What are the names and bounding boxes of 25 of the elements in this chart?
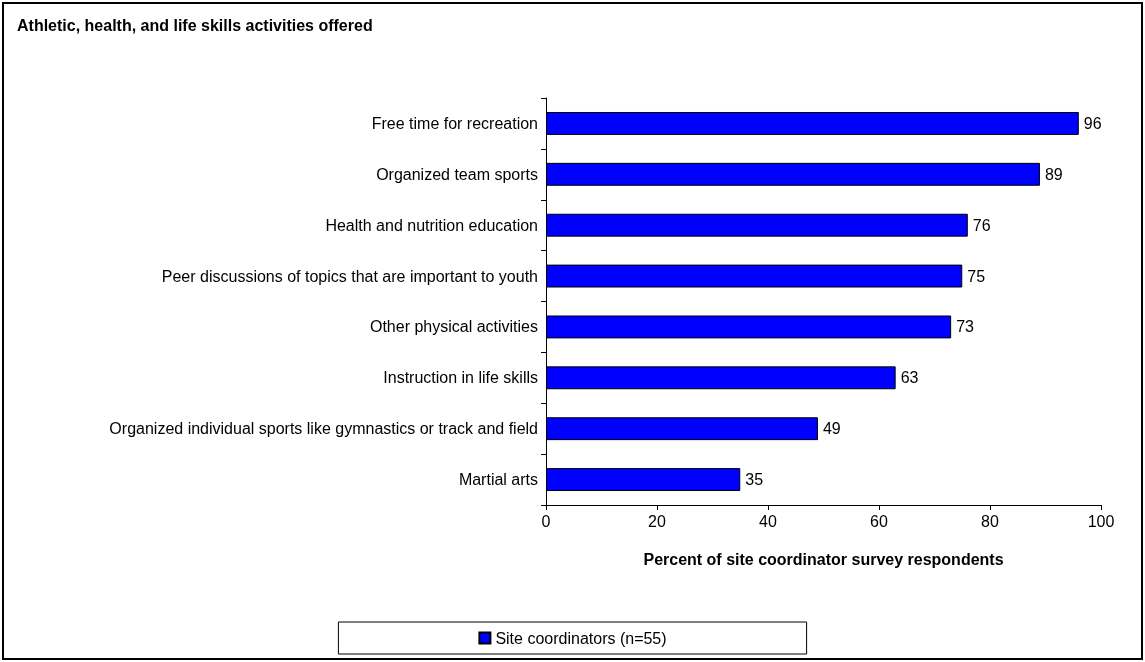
x-tick-label: 60: [870, 512, 888, 530]
y-tick-label: Other physical activities: [369, 318, 538, 336]
y-tick-label: Instruction in life skills: [383, 369, 538, 387]
y-tick-label: Health and nutrition education: [325, 216, 538, 234]
data-label: 63: [900, 369, 919, 387]
data-label: 75: [967, 267, 986, 285]
data-label: 96: [1083, 114, 1102, 132]
y-tick-label: Peer discussions of topics that are important to youth: [161, 267, 538, 285]
data-label: 49: [822, 420, 841, 438]
x-tick-label: 20: [648, 512, 666, 530]
x-tick-label: 100: [1087, 512, 1115, 530]
data-label: 73: [956, 318, 975, 336]
data-label: 89: [1044, 165, 1063, 183]
x-tick-label: 80: [981, 512, 999, 530]
x-tick-label: 40: [759, 512, 777, 530]
legend-label: Site coordinators (n=55): [495, 629, 667, 647]
data-label: 76: [972, 216, 991, 234]
y-tick-label: Organized team sports: [376, 165, 538, 183]
y-tick-label: Free time for recreation: [371, 114, 538, 132]
data-label: 35: [745, 471, 764, 489]
text: Athletic, health, and life skills activities offered: [17, 16, 373, 34]
y-tick-label: Martial arts: [458, 471, 538, 489]
y-tick-label: Organized individual sports like gymnastics or track and field: [109, 420, 538, 438]
x-tick-label: 0: [541, 512, 551, 530]
x-axis-title: Percent of site coordinator survey respondents: [643, 550, 1004, 568]
